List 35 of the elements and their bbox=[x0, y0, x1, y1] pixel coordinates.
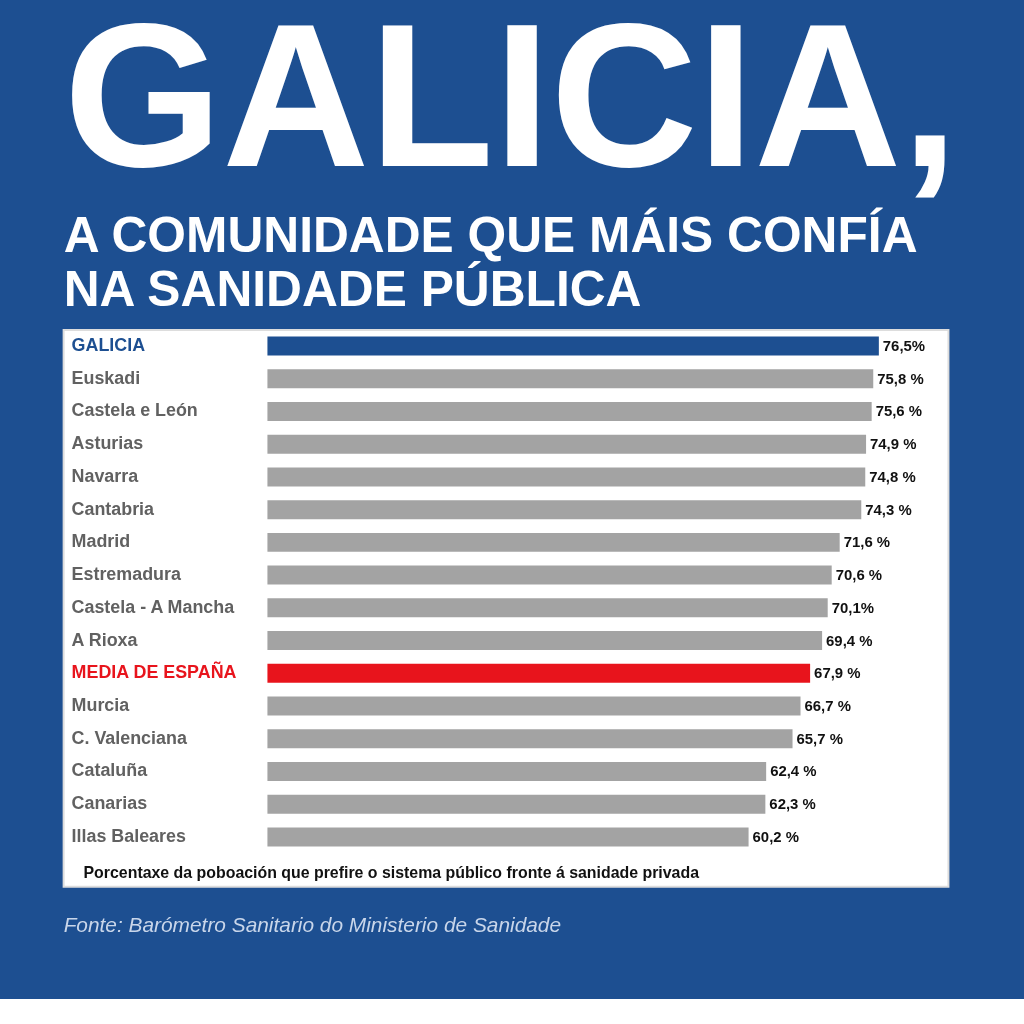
y-tick-label: MEDIA DE ESPAÑA bbox=[71, 661, 237, 683]
data-label: 75,8 % bbox=[877, 370, 924, 387]
data-label: 71,6 % bbox=[843, 534, 891, 551]
x-axis-title: Porcentaxe da poboación que prefire o sistema público fronte á sanidade privada bbox=[83, 863, 700, 881]
y-tick-label: C. Valenciana bbox=[71, 727, 188, 748]
data-label: 70,1% bbox=[831, 599, 874, 616]
data-label: 62,3 % bbox=[769, 796, 816, 813]
source-note: Fonte: Barómetro Sanitario do Ministerio de Sanidade bbox=[63, 913, 562, 937]
data-label: 66,7 % bbox=[804, 697, 851, 714]
y-tick-label: Illas Baleares bbox=[71, 825, 186, 846]
y-tick-label: Estremadura bbox=[71, 564, 182, 585]
y-tick-label: Castela - A Mancha bbox=[71, 596, 236, 617]
data-label: 74,8 % bbox=[869, 468, 916, 485]
y-tick-label: Madrid bbox=[71, 531, 131, 552]
data-label: 69,4 % bbox=[826, 632, 873, 649]
y-tick-label: Cataluña bbox=[71, 760, 149, 781]
data-label: 75,6 % bbox=[875, 403, 923, 420]
y-tick-label: GALICIA bbox=[71, 335, 146, 355]
y-tick-label: Asturias bbox=[71, 433, 144, 454]
y-tick-label: Cantabria bbox=[71, 498, 156, 519]
y-tick-label: Navarra bbox=[71, 465, 140, 486]
y-tick-label: A Rioxa bbox=[71, 629, 139, 650]
y-tick-label: Euskadi bbox=[71, 367, 141, 388]
y-tick-label: Murcia bbox=[71, 694, 131, 715]
data-label: 60,2 % bbox=[752, 828, 799, 845]
data-label: 62,4 % bbox=[770, 763, 817, 780]
data-label: 67,9 % bbox=[814, 665, 861, 682]
y-tick-label: Castela e León bbox=[71, 400, 198, 421]
data-label: 65,7 % bbox=[796, 730, 843, 747]
data-label: 76,5% bbox=[882, 338, 926, 354]
y-tick-label: Canarias bbox=[71, 793, 148, 814]
data-label: 74,9 % bbox=[870, 436, 917, 453]
data-label: 74,3 % bbox=[865, 501, 912, 518]
data-label: 70,6 % bbox=[835, 567, 883, 584]
chart-subtitle: A COMUNIDADE QUE MÁIS CONFÍA NA SANIDADE PÚBLICA bbox=[63, 207, 918, 318]
